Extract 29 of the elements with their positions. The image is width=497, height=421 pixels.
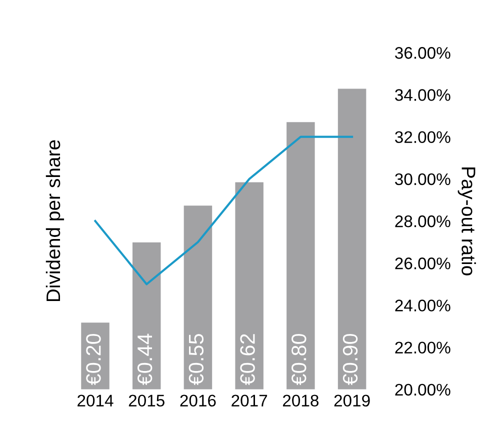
y2-tick-label: 22.00% bbox=[395, 342, 450, 354]
data-label: €0.80 bbox=[292, 334, 306, 386]
x-tick-label: 2014 bbox=[78, 394, 114, 407]
bar bbox=[338, 88, 366, 390]
y2-tick-label: 30.00% bbox=[395, 173, 450, 186]
x-tick-label: 2017 bbox=[232, 394, 268, 407]
bar bbox=[184, 206, 212, 390]
y2-tick-label: 20.00% bbox=[395, 384, 450, 396]
bar bbox=[132, 242, 161, 390]
data-label: €0.44 bbox=[137, 334, 152, 386]
data-label: €0.90 bbox=[342, 334, 358, 386]
data-label: €0.55 bbox=[188, 334, 204, 386]
line-series bbox=[94, 136, 354, 286]
y2-tick-label: 26.00% bbox=[395, 258, 450, 270]
y2-tick-label: 34.00% bbox=[395, 89, 450, 101]
bar bbox=[286, 122, 315, 390]
y2-tick-label: 32.00% bbox=[395, 131, 450, 144]
y2-axis-title: Pay-out ratio bbox=[458, 168, 476, 276]
y2-tick-label: 28.00% bbox=[395, 215, 450, 228]
x-tick-label: 2016 bbox=[180, 394, 216, 407]
x-tick-label: 2015 bbox=[128, 394, 164, 407]
data-label: €0.20 bbox=[86, 334, 101, 386]
bar bbox=[235, 182, 264, 390]
data-label: €0.62 bbox=[240, 334, 255, 386]
x-tick-label: 2018 bbox=[282, 394, 318, 407]
x-tick-label: 2019 bbox=[334, 394, 370, 407]
y2-tick-label: 36.00% bbox=[395, 47, 450, 59]
y2-tick-label: 24.00% bbox=[395, 300, 450, 312]
y-axis-title: Dividend per share bbox=[46, 140, 64, 302]
